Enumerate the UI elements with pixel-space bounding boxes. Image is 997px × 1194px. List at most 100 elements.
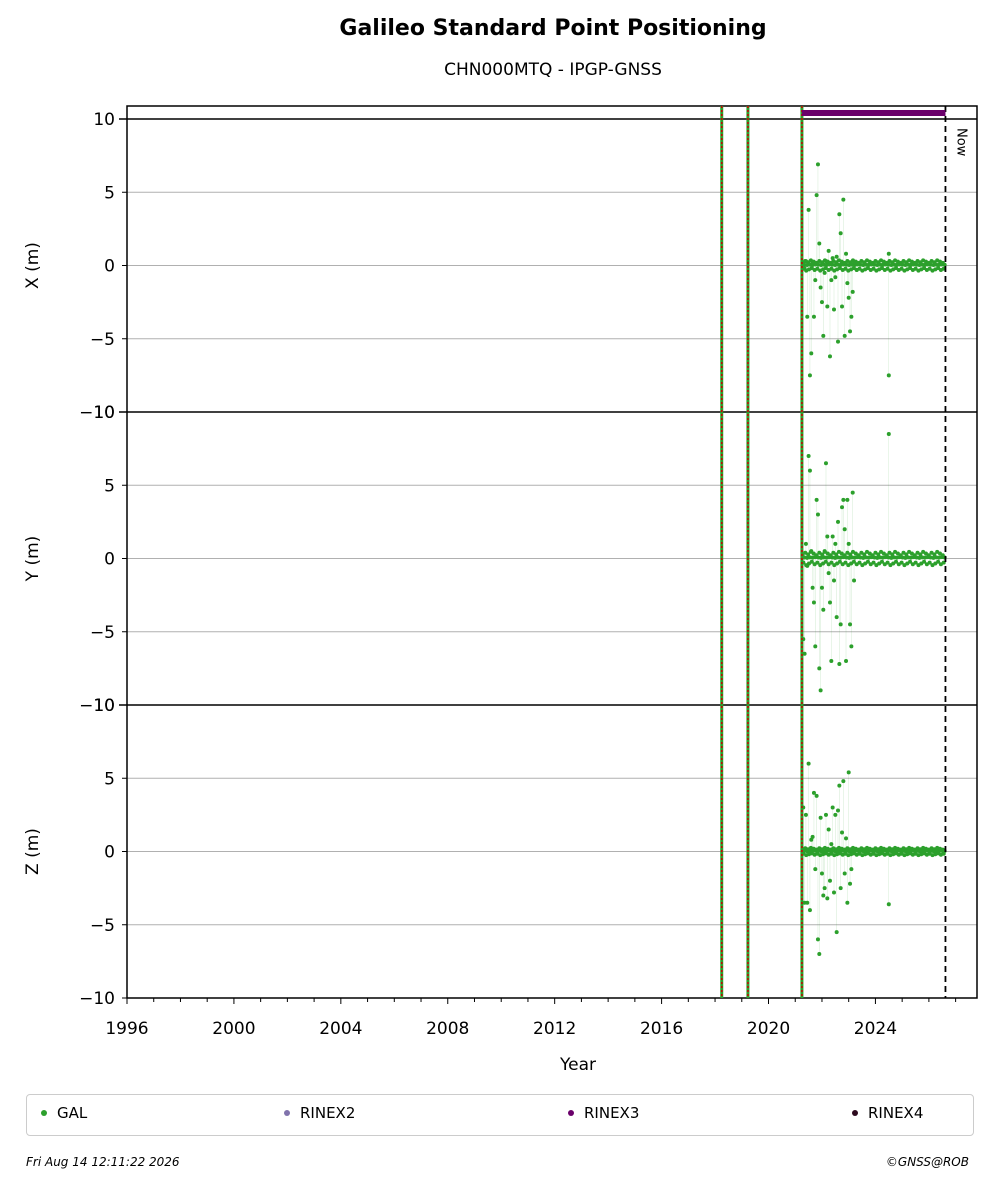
legend-marker-rinex3 <box>568 1110 574 1116</box>
data-point-band <box>922 559 927 564</box>
data-point <box>837 783 842 788</box>
data-point <box>845 281 850 286</box>
data-point <box>827 600 832 605</box>
y-tick-label: 5 <box>104 476 115 496</box>
data-point-band <box>894 266 899 271</box>
x-tick-label: 2020 <box>747 1019 790 1039</box>
data-point <box>838 886 843 891</box>
data-point <box>837 661 842 666</box>
now-label: Now <box>953 128 968 157</box>
data-point <box>842 871 847 876</box>
y-tick-label: 0 <box>104 843 115 863</box>
data-point <box>823 259 828 264</box>
data-point <box>811 790 816 795</box>
data-point <box>840 505 845 510</box>
footer-timestamp: Fri Aug 14 12:11:22 2026 <box>26 1155 180 1169</box>
data-point-band <box>862 552 867 557</box>
data-point <box>823 812 828 817</box>
data-point <box>818 285 823 290</box>
data-point <box>805 563 810 568</box>
data-point <box>817 666 822 671</box>
data-point <box>815 162 820 167</box>
data-point-band <box>806 552 811 557</box>
data-point <box>836 519 841 524</box>
y-tick-label: 5 <box>104 769 115 789</box>
data-point <box>848 881 853 886</box>
data-point <box>827 878 832 883</box>
y-axis-label: Z (m) <box>23 828 43 875</box>
data-point <box>806 453 811 458</box>
data-point <box>822 549 827 554</box>
data-point <box>814 193 819 198</box>
data-point <box>849 314 854 319</box>
data-point-band <box>942 262 947 267</box>
data-point <box>841 197 846 202</box>
data-point <box>840 830 845 835</box>
data-point <box>823 461 828 466</box>
data-point <box>825 534 830 539</box>
data-point <box>830 534 835 539</box>
data-point-band <box>857 560 862 565</box>
y-tick-label: −5 <box>90 330 115 350</box>
data-point <box>845 900 850 905</box>
data-point <box>810 834 815 839</box>
data-point-band <box>899 560 904 565</box>
data-point-band <box>927 560 932 565</box>
data-point <box>886 373 891 378</box>
data-point <box>822 886 827 891</box>
data-point <box>819 300 824 305</box>
y-tick-label: 10 <box>93 403 115 423</box>
data-point <box>848 622 853 627</box>
data-point-band <box>865 559 870 564</box>
data-point <box>815 937 820 942</box>
y-tick-label: −10 <box>79 696 115 716</box>
data-point-band <box>927 266 932 271</box>
data-point <box>829 659 834 664</box>
y-tick-label: −10 <box>79 989 115 1009</box>
data-point-band <box>871 266 876 271</box>
data-point <box>822 270 827 275</box>
data-point <box>803 259 808 264</box>
data-point <box>833 275 838 280</box>
data-point-band <box>834 552 839 557</box>
data-point <box>825 896 830 901</box>
y-tick-label: 10 <box>93 696 115 716</box>
data-point <box>834 615 839 620</box>
data-point-band <box>913 560 918 565</box>
data-point <box>826 248 831 253</box>
data-point-band <box>922 266 927 271</box>
legend-item-rinex4: RINEX4 <box>852 1104 923 1122</box>
data-point <box>840 304 845 309</box>
data-point <box>836 339 841 344</box>
x-tick-label: 2016 <box>640 1019 683 1039</box>
data-point-band <box>829 560 834 565</box>
data-point-band <box>843 560 848 565</box>
data-point <box>834 254 839 259</box>
data-point <box>844 251 849 256</box>
data-point <box>849 867 854 872</box>
data-point <box>841 497 846 502</box>
data-point <box>819 871 824 876</box>
data-point-band <box>885 266 890 271</box>
data-point-band <box>820 552 825 557</box>
y-tick-label: 0 <box>104 257 115 277</box>
data-point-band <box>899 266 904 271</box>
data-point <box>810 260 815 265</box>
data-point-band <box>936 559 941 564</box>
x-tick-label: 1996 <box>105 1019 148 1039</box>
data-point <box>830 805 835 810</box>
data-point <box>844 836 849 841</box>
data-point <box>821 333 826 338</box>
y-tick-label: −5 <box>90 916 115 936</box>
data-point-band <box>809 266 814 271</box>
data-point-band <box>837 266 842 271</box>
data-point <box>817 952 822 957</box>
data-point <box>805 900 810 905</box>
data-point <box>831 307 836 312</box>
data-point <box>833 812 838 817</box>
legend-item-rinex3: RINEX3 <box>568 1104 639 1122</box>
legend: GAL RINEX2 RINEX3 RINEX4 <box>26 1094 974 1136</box>
data-point <box>830 256 835 261</box>
data-point <box>826 571 831 576</box>
chart-title: Galileo Standard Point Positioning <box>339 16 767 41</box>
